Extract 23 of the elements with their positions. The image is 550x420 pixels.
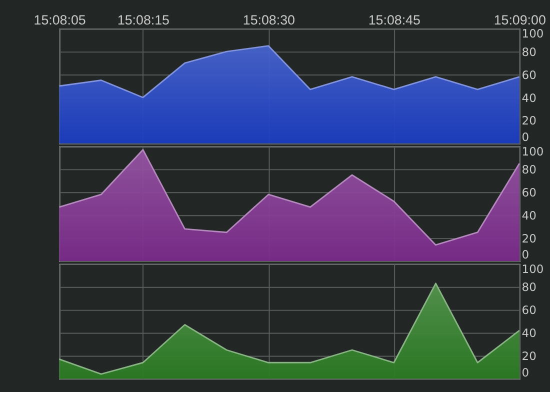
y-tick-label: 80	[522, 280, 536, 294]
y-tick-label: 60	[522, 68, 536, 82]
y-tick-label: 0	[522, 248, 530, 262]
x-tick-label: 15:09:00	[494, 12, 546, 28]
y-tick-label: 100	[522, 26, 544, 41]
y-tick-label: 60	[522, 185, 536, 200]
y-tick-label: 0	[522, 130, 530, 144]
x-tick-label: 15:08:05	[34, 12, 86, 28]
y-tick-label: 80	[522, 44, 536, 59]
y-tick-label: 20	[522, 114, 536, 128]
y-tick-label: 100	[522, 144, 544, 158]
y-tick-label: 60	[522, 303, 536, 318]
y-tick-label: 80	[522, 162, 536, 177]
y-tick-label: 100	[522, 262, 544, 276]
x-tick-label: 15:08:15	[117, 12, 170, 28]
y-tick-label: 20	[522, 349, 536, 364]
y-tick-label: 20	[522, 231, 536, 246]
y-tick-label: 40	[522, 90, 536, 105]
y-tick-label: 40	[522, 208, 536, 222]
x-tick-label: 15:08:30	[242, 12, 295, 28]
y-tick-label: 40	[522, 326, 536, 340]
y-tick-label: 0	[522, 365, 530, 380]
x-tick-label: 15:08:45	[368, 12, 420, 28]
